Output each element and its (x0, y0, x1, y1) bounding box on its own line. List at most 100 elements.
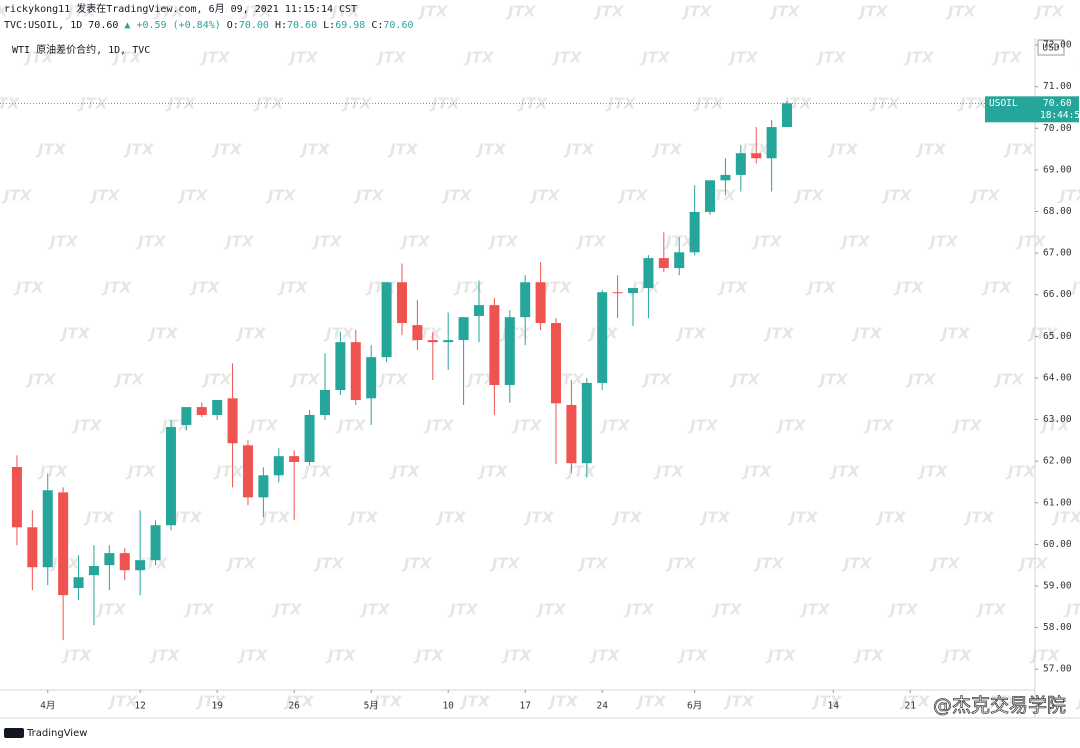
watermark: JTX (65, 3, 97, 21)
candle-body (751, 153, 762, 159)
watermark: JTX (13, 279, 45, 297)
watermark: JTX (1005, 463, 1037, 481)
watermark: JTX (1015, 233, 1047, 251)
watermark: JTX (875, 509, 907, 527)
watermark: JTX (575, 233, 607, 251)
watermark: JTX (1033, 3, 1065, 21)
watermark: JTX (89, 187, 121, 205)
watermark: JTX (839, 233, 871, 251)
candle-body (628, 288, 639, 294)
watermark: JTX (881, 187, 913, 205)
watermark: JTX (71, 417, 103, 435)
watermark: JTX (1017, 555, 1049, 573)
watermark: JTX (805, 279, 837, 297)
watermark: JTX (651, 141, 683, 159)
watermark: JTX (153, 3, 185, 21)
watermark: JTX (387, 141, 419, 159)
y-tick-label: 64.00 (1043, 372, 1072, 383)
watermark: JTX (599, 417, 631, 435)
watermark: JTX (435, 509, 467, 527)
watermark: JTX (775, 417, 807, 435)
watermark: JTX (741, 463, 773, 481)
y-tick-label: 68.00 (1043, 206, 1072, 217)
watermark: JTX (975, 601, 1007, 619)
watermark: JTX (111, 49, 143, 67)
candle-body (242, 445, 253, 498)
watermark: JTX (475, 141, 507, 159)
watermark: JTX (681, 3, 713, 21)
watermark: JTX (299, 141, 331, 159)
watermark: JTX (77, 95, 109, 113)
candle-body (181, 407, 192, 425)
candle-body (273, 456, 284, 476)
watermark: JTX (25, 371, 57, 389)
watermark: JTX (199, 49, 231, 67)
candle-body (304, 414, 315, 462)
y-tick-label: 59.00 (1043, 580, 1072, 591)
watermark: JTX (277, 279, 309, 297)
y-tick-label: 65.00 (1043, 331, 1072, 342)
o-label: O: (227, 20, 239, 31)
watermark: JTX (593, 3, 625, 21)
watermark: JTX (235, 325, 267, 343)
watermark: JTX (247, 417, 279, 435)
watermark: JTX (939, 325, 971, 343)
watermark: JTX (453, 279, 485, 297)
watermark: JTX (177, 187, 209, 205)
watermark: JTX (811, 693, 843, 711)
candle-body (88, 566, 99, 576)
watermark: JTX (589, 647, 621, 665)
watermark: JTX (1003, 141, 1035, 159)
watermark: JTX (969, 187, 1001, 205)
watermark: JTX (441, 187, 473, 205)
watermark: JTX (605, 95, 637, 113)
watermark: JTX (1069, 279, 1080, 297)
x-tick-label: 14 (828, 701, 840, 712)
watermark: JTX (477, 463, 509, 481)
watermark: JTX (817, 371, 849, 389)
y-tick-label: 70.00 (1043, 123, 1072, 134)
watermark: JTX (107, 693, 139, 711)
watermark: JTX (101, 279, 133, 297)
watermark: JTX (611, 509, 643, 527)
watermarks: JTX JTX JTX JTX JTX JTX JTX JTX JTX JTX JTX JTX JTX J… (0, 3, 1080, 711)
c-label: C: (371, 20, 383, 31)
candle-body (643, 258, 654, 289)
header-author: rickykong11 发表在TradingView.com, 6月 09, 2… (4, 2, 357, 15)
watermark: JTX (529, 187, 561, 205)
watermark: JTX (377, 371, 409, 389)
candle-body (319, 390, 330, 415)
h-label: H: (275, 20, 287, 31)
watermark: JTX (547, 693, 579, 711)
watermark: JTX (325, 647, 357, 665)
candle-body (782, 103, 793, 128)
candle-body (550, 323, 562, 404)
watermark: JTX (189, 279, 221, 297)
watermark: JTX (853, 647, 885, 665)
watermark: JTX (341, 95, 373, 113)
h-value: 70.60 (287, 20, 317, 31)
watermark: JTX (1057, 187, 1080, 205)
watermark: JTX (347, 509, 379, 527)
candle-body (766, 127, 777, 159)
watermark: JTX (635, 693, 667, 711)
candle-body (412, 325, 423, 341)
y-tick-label: 60.00 (1043, 539, 1072, 550)
watermark: JTX (991, 49, 1023, 67)
watermark: JTX (149, 647, 181, 665)
watermark: JTX (423, 417, 455, 435)
watermark: JTX (135, 233, 167, 251)
candle-body (366, 357, 377, 399)
watermark: JTX (541, 279, 573, 297)
watermark: JTX (653, 463, 685, 481)
candle-body (258, 475, 269, 498)
currency-box (1037, 39, 1065, 56)
x-tick-label: 12 (134, 701, 145, 712)
candle-body (443, 340, 454, 343)
watermark: JTX (459, 693, 491, 711)
watermark: JTX (857, 3, 889, 21)
candle-body (720, 174, 731, 181)
watermark: JTX (465, 371, 497, 389)
candle-body (58, 492, 69, 596)
candle-body (658, 258, 669, 269)
